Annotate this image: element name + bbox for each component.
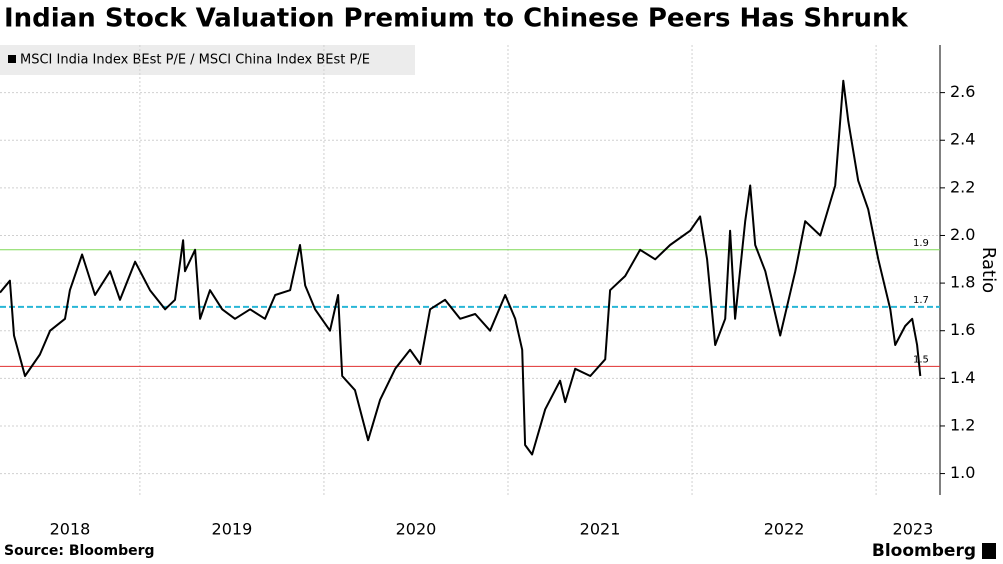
brand: Bloomberg [872, 541, 976, 561]
y-tick-label: 1.6 [950, 320, 975, 339]
x-tick-label: 2020 [396, 520, 437, 539]
legend-label: MSCI India Index BEst P/E / MSCI China I… [20, 53, 370, 68]
source: Source: Bloomberg [4, 543, 155, 559]
y-tick-label: 1.8 [950, 273, 975, 292]
data-line [0, 79, 922, 456]
x-tick-label: 2023 [893, 520, 934, 539]
y-tick-label: 2.6 [950, 82, 975, 101]
brand-icon [982, 543, 996, 559]
x-tick-label: 2022 [764, 520, 805, 539]
y-tick-label: 2.4 [950, 130, 975, 149]
y-tick-label: 2.2 [950, 177, 975, 196]
reference-label: 1.7 [913, 295, 929, 306]
y-tick-label: 2.0 [950, 225, 975, 244]
reference-label: 1.9 [913, 238, 929, 249]
x-tick-label: 2019 [212, 520, 253, 539]
x-tick-label: 2021 [580, 520, 621, 539]
y-tick-label: 1.2 [950, 415, 975, 434]
legend-box [0, 45, 415, 75]
y-tick-label: 1.0 [950, 463, 975, 482]
y-tick-label: 1.4 [950, 368, 975, 387]
legend: MSCI India Index BEst P/E / MSCI China I… [0, 45, 415, 75]
legend-swatch [8, 55, 16, 63]
x-tick-label: 2018 [50, 520, 91, 539]
chart-title: Indian Stock Valuation Premium to Chines… [4, 4, 908, 34]
y-axis-label: Ratio [978, 247, 999, 293]
reference-label: 1.5 [913, 354, 929, 365]
